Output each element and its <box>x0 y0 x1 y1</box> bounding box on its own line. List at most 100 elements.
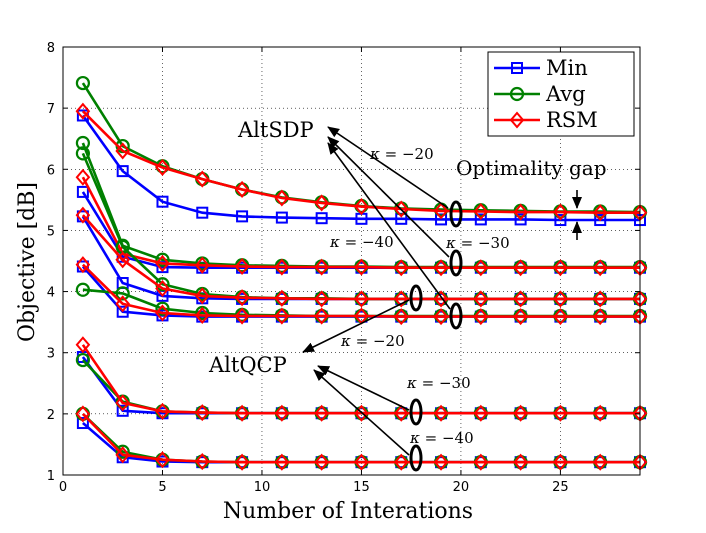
ellipse-qcp-k40 <box>409 444 423 472</box>
altsdp-label: AltSDP <box>237 118 314 142</box>
point-rsm <box>553 308 568 326</box>
ellipse-qcp-k30 <box>409 398 423 426</box>
point-rsm <box>155 254 170 272</box>
point-avg <box>75 352 90 368</box>
point-rsm <box>234 289 250 307</box>
ticks: 0 5 10 15 20 25 1 2 3 4 5 6 7 8 <box>47 41 640 495</box>
point-rsm <box>592 453 608 471</box>
point-min <box>76 185 89 198</box>
y-tick-label: 7 <box>47 102 55 117</box>
point-rsm <box>194 256 210 274</box>
point-rsm <box>513 290 528 308</box>
series-line-rsm-group-2 <box>81 176 640 270</box>
point-rsm <box>194 404 210 422</box>
point-min <box>196 206 209 219</box>
point-rsm <box>115 295 131 313</box>
point-rsm <box>473 404 489 422</box>
point-rsm <box>274 289 290 307</box>
point-rsm <box>194 287 210 305</box>
arrow-qcp-k30 <box>317 365 410 411</box>
y-tick-label: 3 <box>47 347 55 362</box>
point-min <box>116 305 129 318</box>
point-rsm <box>115 142 131 160</box>
point-rsm <box>274 307 290 325</box>
x-tick-label: 5 <box>158 480 166 495</box>
point-min <box>116 165 129 178</box>
point-rsm <box>155 402 170 420</box>
point-min <box>156 195 169 208</box>
point-rsm <box>513 308 528 326</box>
point-min <box>514 213 527 226</box>
point-rsm <box>473 202 489 221</box>
point-rsm <box>592 308 608 326</box>
sdp-kappa-20-label: κ = −20 <box>369 145 434 163</box>
point-rsm <box>553 404 568 422</box>
point-min <box>76 417 89 430</box>
point-rsm <box>274 404 290 422</box>
point-rsm <box>75 336 91 354</box>
point-rsm <box>354 258 369 276</box>
point-rsm <box>354 404 369 422</box>
point-rsm <box>513 259 528 277</box>
point-rsm <box>433 202 449 220</box>
sdp-kappa-40-label: κ = −40 <box>329 233 394 251</box>
point-min <box>236 210 249 223</box>
point-rsm <box>155 304 170 322</box>
point-rsm <box>314 258 329 276</box>
point-rsm <box>354 453 369 471</box>
legend-label-min: Min <box>546 56 588 80</box>
plot-frame <box>62 46 641 476</box>
qcp-kappa-20-label: κ = −20 <box>340 332 405 350</box>
point-rsm <box>234 257 250 276</box>
point-avg <box>115 444 130 459</box>
point-avg <box>75 146 90 161</box>
ellipse-sdp-k40 <box>449 302 463 330</box>
point-rsm <box>314 290 329 308</box>
x-tick-label: 10 <box>254 480 271 495</box>
point-rsm <box>393 453 409 471</box>
point-rsm <box>433 308 449 326</box>
point-rsm <box>592 204 608 222</box>
x-axis-label: Number of Interations <box>223 499 473 524</box>
point-rsm <box>75 168 91 186</box>
qcp-kappa-30-label: κ = −30 <box>406 374 471 392</box>
arrow-sdp-k20 <box>327 126 449 209</box>
point-rsm <box>234 307 250 325</box>
point-rsm <box>592 290 608 308</box>
point-avg <box>155 252 170 267</box>
ellipse-sdp-k20 <box>449 200 463 228</box>
point-rsm <box>473 259 489 277</box>
x-tick-label: 25 <box>552 480 569 495</box>
legend-label-rsm: RSM <box>546 108 598 132</box>
point-rsm <box>75 256 91 274</box>
point-rsm <box>194 453 210 471</box>
point-rsm <box>314 404 329 422</box>
altqcp-label: AltQCP <box>208 353 287 377</box>
point-min <box>474 213 487 226</box>
point-rsm <box>393 308 409 326</box>
point-rsm <box>553 453 568 471</box>
point-rsm <box>354 198 369 216</box>
point-rsm <box>513 404 528 422</box>
point-rsm <box>115 394 131 412</box>
legend-marker-min <box>511 62 523 74</box>
point-min <box>315 212 328 225</box>
legend-label-avg: Avg <box>545 82 586 106</box>
y-tick-label: 4 <box>47 286 55 301</box>
point-rsm <box>433 290 449 308</box>
point-rsm <box>354 290 369 308</box>
series-line-rsm-group-1 <box>81 110 640 214</box>
point-rsm <box>592 259 608 277</box>
series-line-rsm-group-6 <box>81 412 640 464</box>
point-rsm <box>393 404 409 422</box>
optimality-gap-label: Optimality gap <box>456 156 607 180</box>
y-axis-label: Objective [dB] <box>15 182 40 342</box>
point-rsm <box>115 446 131 464</box>
y-tick-label: 6 <box>47 163 55 178</box>
series-line-rsm-group-3 <box>81 214 640 301</box>
legend-marker-rsm <box>509 111 525 129</box>
legend-marker-avg <box>509 86 525 102</box>
point-rsm <box>314 453 329 471</box>
point-rsm <box>314 307 329 325</box>
